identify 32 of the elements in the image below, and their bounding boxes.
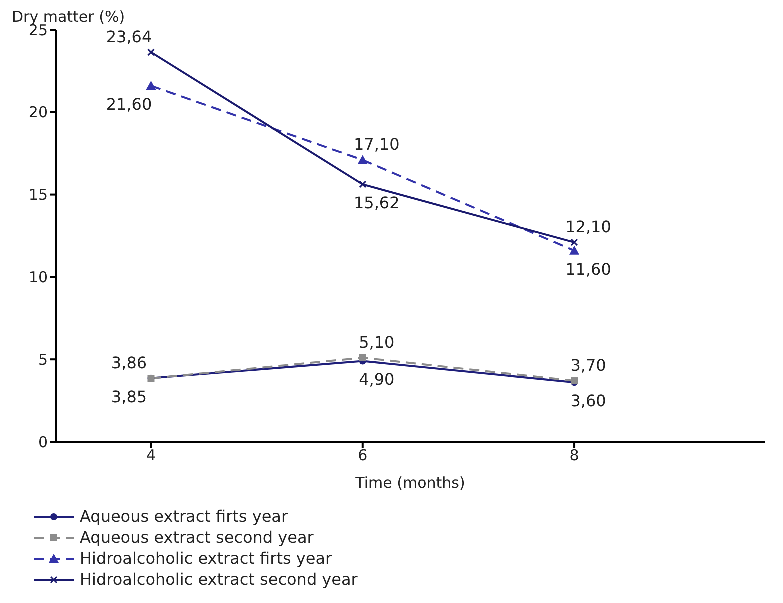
- data-label: 23,64: [106, 27, 152, 46]
- data-label: 12,10: [566, 218, 612, 237]
- data-label: 3,86: [111, 353, 148, 372]
- point: [147, 48, 155, 56]
- point: [570, 238, 578, 246]
- y-tick-label: 20: [28, 104, 48, 122]
- y-tick-label: 15: [28, 186, 48, 204]
- data-label: 15,62: [354, 194, 400, 213]
- x-tick-label: 6: [358, 446, 368, 465]
- legend-label: Hidroalcoholic extract second year: [80, 570, 358, 589]
- legend-label: Hidroalcoholic extract firts year: [80, 549, 332, 568]
- point: [359, 354, 366, 362]
- data-label: 4,90: [359, 370, 395, 390]
- data-label: 11,60: [566, 260, 612, 279]
- legend-label: Aqueous extract second year: [80, 528, 314, 547]
- data-label: 17,10: [354, 135, 400, 154]
- point: [146, 81, 156, 90]
- y-tick-label: 10: [28, 268, 48, 287]
- x-tick-label: 8: [570, 446, 580, 465]
- x-tick-label: 4: [146, 446, 156, 465]
- data-label: 3,70: [570, 356, 606, 376]
- x-axis-title: Time (months): [354, 474, 466, 492]
- point: [358, 155, 368, 164]
- legend-label: Aqueous extract firts year: [80, 507, 288, 526]
- point: [359, 180, 367, 188]
- point: [570, 246, 580, 255]
- data-label: 5,10: [359, 332, 395, 352]
- y-tick-label: 0: [38, 433, 48, 452]
- data-label: 21,60: [106, 95, 152, 114]
- data-label: 3,85: [111, 388, 148, 407]
- data-label: 3,60: [570, 392, 606, 411]
- y-tick-label: 5: [38, 350, 48, 369]
